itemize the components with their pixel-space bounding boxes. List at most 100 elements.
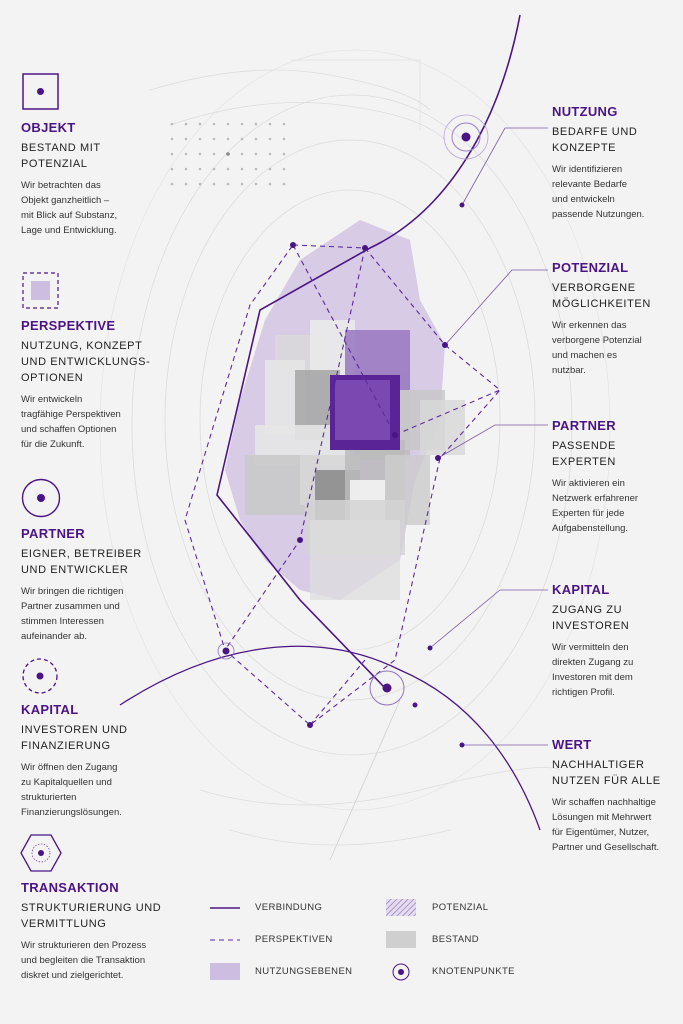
grid-dot	[212, 122, 216, 126]
dot-grid	[170, 122, 286, 186]
grid-dot	[170, 167, 174, 171]
kapital-right-title: KAPITAL	[552, 582, 610, 597]
grid-dot	[282, 122, 286, 126]
grid-dot	[240, 122, 244, 126]
wert-desc: Wir schaffen nachhaltige Lösungen mit Me…	[552, 797, 660, 853]
grid-dot	[240, 137, 244, 141]
potenzial-desc: Wir erkennen das verborgene Potenzial un…	[552, 320, 642, 376]
grid-dot	[184, 167, 188, 171]
perspektive-subtitle: NUTZUNG, KONZEPT UND ENTWICKLUNGS- OPTIO…	[21, 340, 151, 384]
nutzung-block: NUTZUNG BEDARFE UND KONZEPTE Wir identif…	[552, 104, 677, 222]
grid-dot	[226, 137, 230, 141]
objekt-block: OBJEKT BESTAND MIT POTENZIAL Wir betrach…	[21, 120, 201, 238]
square-dot-icon	[22, 73, 59, 110]
grid-dot	[240, 167, 244, 171]
partner-left-subtitle: EIGNER, BETREIBER UND ENTWICKLER	[21, 548, 142, 576]
grid-dot	[254, 182, 258, 186]
perspektive-block: PERSPEKTIVE NUTZUNG, KONZEPT UND ENTWICK…	[21, 318, 201, 452]
dashed-square-icon	[22, 272, 59, 309]
grid-dot	[212, 137, 216, 141]
grid-dot	[184, 152, 188, 156]
grid-dot	[254, 167, 258, 171]
potenzial-block-text: POTENZIAL VERBORGENE MÖGLICHKEITEN Wir e…	[552, 260, 677, 378]
legend-knotenpunkte-label: KNOTENPUNKTE	[432, 966, 515, 977]
grid-dot	[282, 152, 286, 156]
grid-dot	[212, 182, 216, 186]
legend-verbindung-label: VERBINDUNG	[255, 902, 323, 913]
legend-perspektiven-label: PERSPEKTIVEN	[255, 934, 333, 945]
objekt-title: OBJEKT	[21, 120, 76, 135]
grid-dot	[254, 152, 258, 156]
potenzial-subtitle: VERBORGENE MÖGLICHKEITEN	[552, 282, 651, 310]
potenzial-block	[330, 330, 410, 450]
grid-dot	[198, 152, 202, 156]
verbindung-lines	[119, 14, 541, 831]
perspektive-title: PERSPEKTIVE	[21, 318, 116, 333]
partner-left-desc: Wir bringen die richtigen Partner zusamm…	[21, 586, 124, 642]
grid-dot	[212, 167, 216, 171]
legend-nutzungsebenen-label: NUTZUNGSEBENEN	[255, 966, 353, 977]
grid-dot	[254, 137, 258, 141]
grid-dot	[184, 182, 188, 186]
legend-potenzial-swatch	[386, 899, 416, 916]
grid-dot	[268, 137, 272, 141]
grid-dot	[240, 152, 244, 156]
transaktion-desc: Wir strukturieren den Prozess und beglei…	[21, 940, 147, 981]
kapital-left-desc: Wir öffnen den Zugang zu Kapitalquellen …	[21, 762, 122, 818]
grid-dot	[226, 152, 230, 156]
grid-dot	[282, 167, 286, 171]
legend-bestand-label: BESTAND	[432, 934, 479, 945]
transaktion-title: TRANSAKTION	[21, 880, 119, 895]
wert-subtitle: NACHHALTIGER NUTZEN FÜR ALLE	[552, 759, 661, 787]
partner-left-title: PARTNER	[21, 526, 85, 541]
partner-left-block: PARTNER EIGNER, BETREIBER UND ENTWICKLER…	[21, 526, 201, 644]
grid-dot	[268, 167, 272, 171]
contour-lines	[99, 49, 611, 861]
legend-potenzial-label: POTENZIAL	[432, 902, 489, 913]
partner-right-subtitle: PASSENDE EXPERTEN	[552, 440, 616, 468]
objekt-desc: Wir betrachten das Objekt ganzheitlich –…	[21, 180, 118, 236]
grid-dot	[198, 137, 202, 141]
leader-lines	[429, 127, 548, 746]
grid-dot	[226, 167, 230, 171]
grid-dot	[184, 122, 188, 126]
grid-dot	[268, 122, 272, 126]
kapital-right-subtitle: ZUGANG ZU INVESTOREN	[552, 604, 630, 632]
legend-nutzungsebenen-swatch	[210, 963, 240, 980]
perspektive-desc: Wir entwickeln tragfähige Perspektiven u…	[21, 394, 121, 450]
grid-dot	[268, 182, 272, 186]
wert-title: WERT	[552, 737, 592, 752]
kapital-left-block: KAPITAL INVESTOREN UND FINANZIERUNG Wir …	[21, 702, 201, 820]
grid-dot	[198, 182, 202, 186]
grid-dot	[198, 122, 202, 126]
nutzung-title: NUTZUNG	[552, 104, 618, 119]
grid-dot	[268, 152, 272, 156]
grid-dot	[170, 137, 174, 141]
grid-dot	[226, 122, 230, 126]
wert-block: WERT NACHHALTIGER NUTZEN FÜR ALLE Wir sc…	[552, 737, 680, 855]
transaktion-subtitle: STRUKTURIERUNG UND VERMITTLUNG	[21, 902, 162, 930]
partner-right-desc: Wir aktivieren ein Netzwerk erfahrener E…	[552, 478, 639, 534]
nutzung-subtitle: BEDARFE UND KONZEPTE	[552, 126, 638, 154]
hexagon-icon	[20, 834, 62, 872]
nutzung-desc: Wir identifizieren relevante Bedarfe und…	[552, 164, 645, 220]
grid-dot	[212, 152, 216, 156]
circle-dot-icon	[21, 478, 61, 518]
grid-dot	[240, 182, 244, 186]
grid-dot	[198, 167, 202, 171]
dashed-circle-icon	[22, 658, 58, 694]
legend	[210, 899, 416, 981]
legend-knotenpunkte-swatch	[392, 963, 410, 981]
objekt-subtitle: BESTAND MIT POTENZIAL	[21, 142, 101, 170]
grid-dot	[282, 182, 286, 186]
grid-dot	[170, 152, 174, 156]
grid-dot	[170, 182, 174, 186]
grid-dot	[226, 182, 230, 186]
kapital-left-subtitle: INVESTOREN UND FINANZIERUNG	[21, 724, 128, 752]
transaktion-block: TRANSAKTION STRUKTURIERUNG UND VERMITTLU…	[21, 880, 206, 983]
kapital-right-block: KAPITAL ZUGANG ZU INVESTOREN Wir vermitt…	[552, 582, 677, 700]
grid-dot	[254, 122, 258, 126]
potenzial-title: POTENZIAL	[552, 260, 629, 275]
grid-dot	[184, 137, 188, 141]
